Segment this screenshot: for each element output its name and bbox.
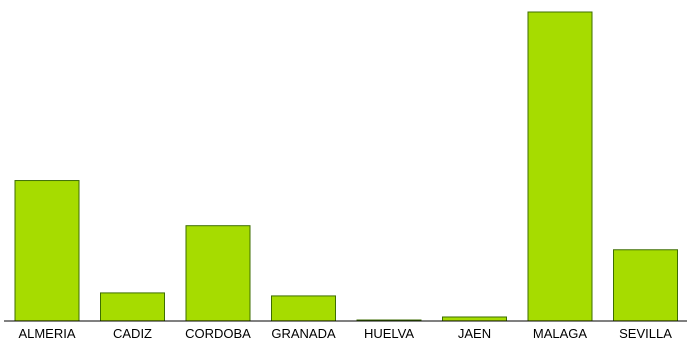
bar-almeria (14, 180, 80, 322)
bar-granada (271, 295, 336, 322)
x-tick-label-cadiz: CADIZ (113, 326, 152, 341)
x-tick-labels: ALMERIA CADIZ CORDOBA GRANADA HUELVA JAEN MALA… (18, 326, 672, 341)
x-tick-label-malaga: MALAGA (533, 326, 588, 341)
bar-malaga (527, 11, 593, 322)
bar-cordoba (185, 225, 251, 322)
x-tick-label-almeria: ALMERIA (18, 326, 75, 341)
x-tick-label-granada: GRANADA (271, 326, 336, 341)
x-tick-label-huelva: HUELVA (364, 326, 414, 341)
x-tick-label-cordoba: CORDOBA (185, 326, 251, 341)
bar-jaen (442, 316, 507, 322)
bar-cadiz (100, 292, 165, 322)
bar-sevilla (613, 249, 678, 322)
x-tick-label-jaen: JAEN (458, 326, 491, 341)
bars-group (14, 11, 678, 322)
x-tick-label-sevilla: SEVILLA (619, 326, 672, 341)
